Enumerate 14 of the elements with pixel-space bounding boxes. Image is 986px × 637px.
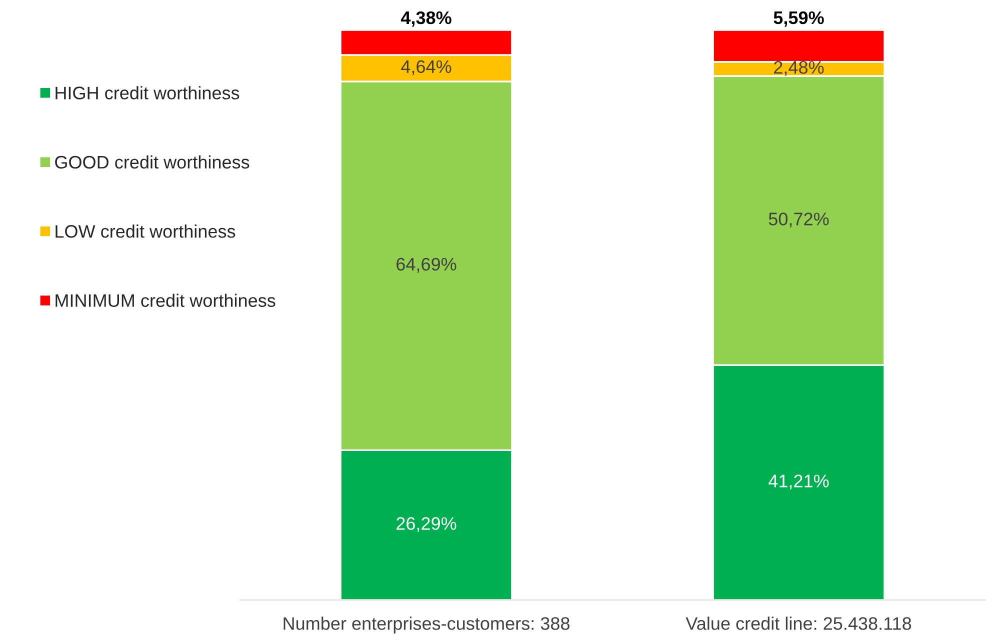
data-label: 64,69% xyxy=(396,258,456,273)
data-label: 5,59% xyxy=(774,11,824,27)
data-label: 41,21% xyxy=(768,474,829,490)
legend-label: MINIMUM credit worthiness xyxy=(56,294,276,307)
data-label: 26,29% xyxy=(396,517,456,532)
legend-label: HIGH credit worthiness xyxy=(56,86,240,100)
data-label: 50,72% xyxy=(768,212,829,228)
x-tick-label: Value credit line: 25.438.118 xyxy=(686,616,912,630)
data-label: 2,48% xyxy=(774,60,824,76)
legend-label: GOOD credit worthiness xyxy=(55,155,250,169)
x-tick-label: Number enterprises-customers: 388 xyxy=(284,616,570,634)
data-label: 4,38% xyxy=(400,11,452,27)
data-label: 4,64% xyxy=(401,60,452,76)
legend-label: LOW credit worthiness xyxy=(56,224,236,238)
